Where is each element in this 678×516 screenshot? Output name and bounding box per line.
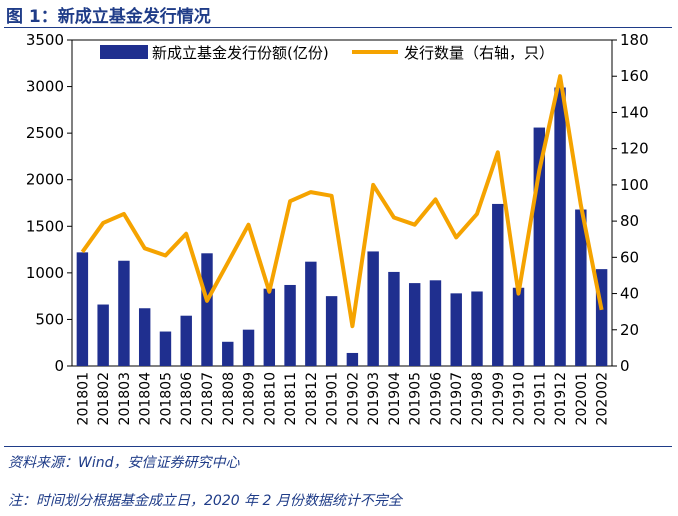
legend-label-line: 发行数量（右轴，只） [404,44,554,62]
x-tick-label: 201911 [532,372,548,425]
x-tick-label: 201908 [470,372,486,425]
x-tick-label: 201808 [221,372,237,425]
bar-201811 [284,284,296,366]
x-tick-label: 201904 [387,372,403,426]
bar-201905 [408,283,421,366]
x-tick-label: 201907 [449,372,465,425]
bar-201909 [492,203,504,366]
x-tick-label: 201801 [75,372,91,425]
legend-label-bar: 新成立基金发行份额(亿份) [152,44,329,62]
bar-201806 [180,315,192,366]
y-left-tick-label: 0 [54,357,64,375]
y-right-tick-label: 100 [620,176,649,194]
title-rule [4,27,672,28]
x-tick-label: 202001 [574,372,590,425]
bar-201903 [367,251,379,366]
bar-201804 [138,308,151,366]
x-tick-label: 201812 [304,372,320,425]
x-tick-label: 201901 [325,372,341,425]
bar-201910 [512,287,525,366]
y-left-tick-label: 2000 [26,171,64,189]
x-tick-label: 201909 [491,372,507,425]
x-tick-label: 201912 [553,372,569,425]
bar-202002 [595,269,608,366]
bar-201902 [346,352,359,366]
source-note: 资料来源：Wind，安信证券研究中心 [8,455,240,471]
x-tick-label: 201803 [117,372,133,425]
bar-201803 [118,260,130,366]
source-rule [4,446,672,447]
x-tick-label: 201905 [408,372,424,425]
plot-frame [71,39,613,367]
legend-swatch-bar [100,45,148,59]
x-tick-label: 201811 [283,372,299,425]
bar-201810 [263,288,276,366]
y-left-tick-label: 2500 [26,124,64,142]
x-tick-label: 201807 [200,372,216,425]
x-tick-label: 201902 [345,372,361,425]
y-right-tick-label: 40 [620,285,639,303]
figure-title: 图 1：新成立基金发行情况 [6,7,211,27]
bar-201907 [450,293,462,366]
y-right-tick-label: 120 [620,140,649,158]
bar-201807 [201,253,213,366]
bar-202001 [575,209,587,366]
x-tick-label: 201804 [138,372,154,426]
bar-201901 [325,296,338,366]
x-tick-label: 201910 [512,372,528,425]
bar-201802 [97,304,109,366]
x-tick-label: 201906 [428,372,444,426]
y-right-tick-label: 20 [620,321,639,339]
y-left-tick-label: 3000 [26,78,64,96]
line-series-count [80,74,604,329]
y-right-tick-label: 80 [620,212,639,230]
x-tick-label: 201805 [158,372,174,425]
y-right-tick-label: 60 [620,248,639,266]
bar-201911 [533,127,546,366]
y-left-tick-label: 500 [35,310,64,328]
x-tick-label: 201903 [366,372,382,425]
bar-201805 [159,331,172,366]
bar-201906 [429,280,442,366]
chart: 0 500 1000 1500 2000 2500 3000 3500 0 20 40 60 80 100… [26,31,649,426]
y-right-tick-label: 180 [620,31,649,49]
y-right-tick-label: 140 [620,103,649,121]
bar-201904 [388,271,400,366]
bar-201801 [76,252,89,366]
x-tick-label: 201809 [242,372,258,425]
x-tick-label: 201806 [179,372,195,426]
y-left-tick-label: 3500 [26,31,64,49]
y-right-tick-label: 160 [620,67,649,85]
x-tick-label: 201802 [96,372,112,425]
bar-201808 [222,341,234,366]
y-left-tick-label: 1500 [26,217,64,235]
bar-201809 [242,329,255,366]
bar-201812 [305,261,317,366]
y-left-tick-label: 1000 [26,264,64,282]
x-tick-label: 202002 [595,372,611,425]
footnote: 注：时间划分根据基金成立日，2020 年 2 月份数据统计不完全 [8,493,402,509]
x-tick-label: 201810 [262,372,278,425]
bar-201912 [554,87,566,366]
y-right-tick-label: 0 [620,357,630,375]
bar-201908 [471,291,483,366]
